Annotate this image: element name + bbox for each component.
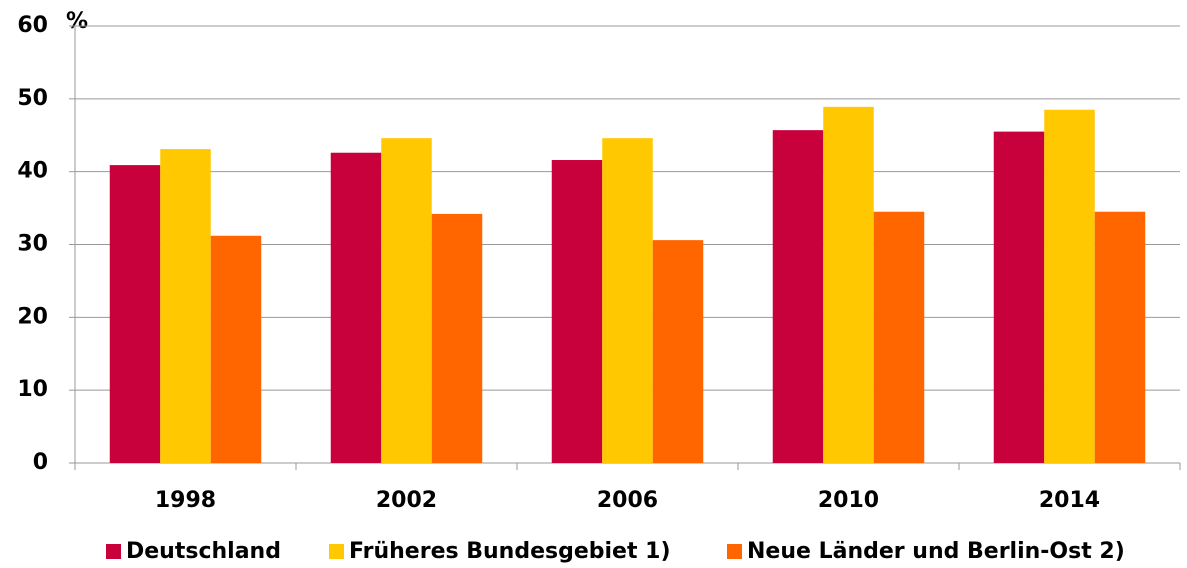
y-tick-label: 30 [17, 232, 48, 257]
bar [551, 160, 603, 463]
y-tick-label: 40 [17, 159, 48, 184]
legend-label: Früheres Bundesgebiet 1) [349, 539, 671, 564]
x-tick-label: 2002 [376, 488, 437, 513]
bar [109, 165, 161, 463]
y-axis-unit: % [66, 9, 88, 34]
y-tick-label: 0 [33, 450, 48, 475]
bar [602, 138, 653, 463]
y-tick-label: 60 [17, 13, 48, 38]
legend-swatch [329, 544, 344, 559]
y-tick-label: 50 [17, 86, 48, 111]
bar [1094, 211, 1146, 463]
x-tick-label: 2006 [597, 488, 658, 513]
bar [772, 130, 824, 463]
legend-label: Neue Länder und Berlin-Ost 2) [747, 539, 1125, 564]
bar [381, 138, 432, 463]
bar [1044, 109, 1095, 463]
bar [330, 152, 382, 464]
x-tick-label: 2014 [1039, 488, 1100, 513]
bar [823, 106, 874, 463]
y-tick-label: 20 [17, 304, 48, 329]
y-tick-label: 10 [17, 377, 48, 402]
bar [993, 131, 1045, 463]
legend-swatch [727, 544, 742, 559]
bar [160, 149, 211, 464]
legend-swatch [106, 544, 121, 559]
legend-label: Deutschland [126, 539, 281, 564]
bar [210, 235, 262, 463]
bar [431, 213, 483, 463]
x-tick-label: 1998 [155, 488, 216, 513]
bar [652, 240, 704, 463]
bar [873, 211, 925, 463]
x-tick-label: 2010 [818, 488, 879, 513]
